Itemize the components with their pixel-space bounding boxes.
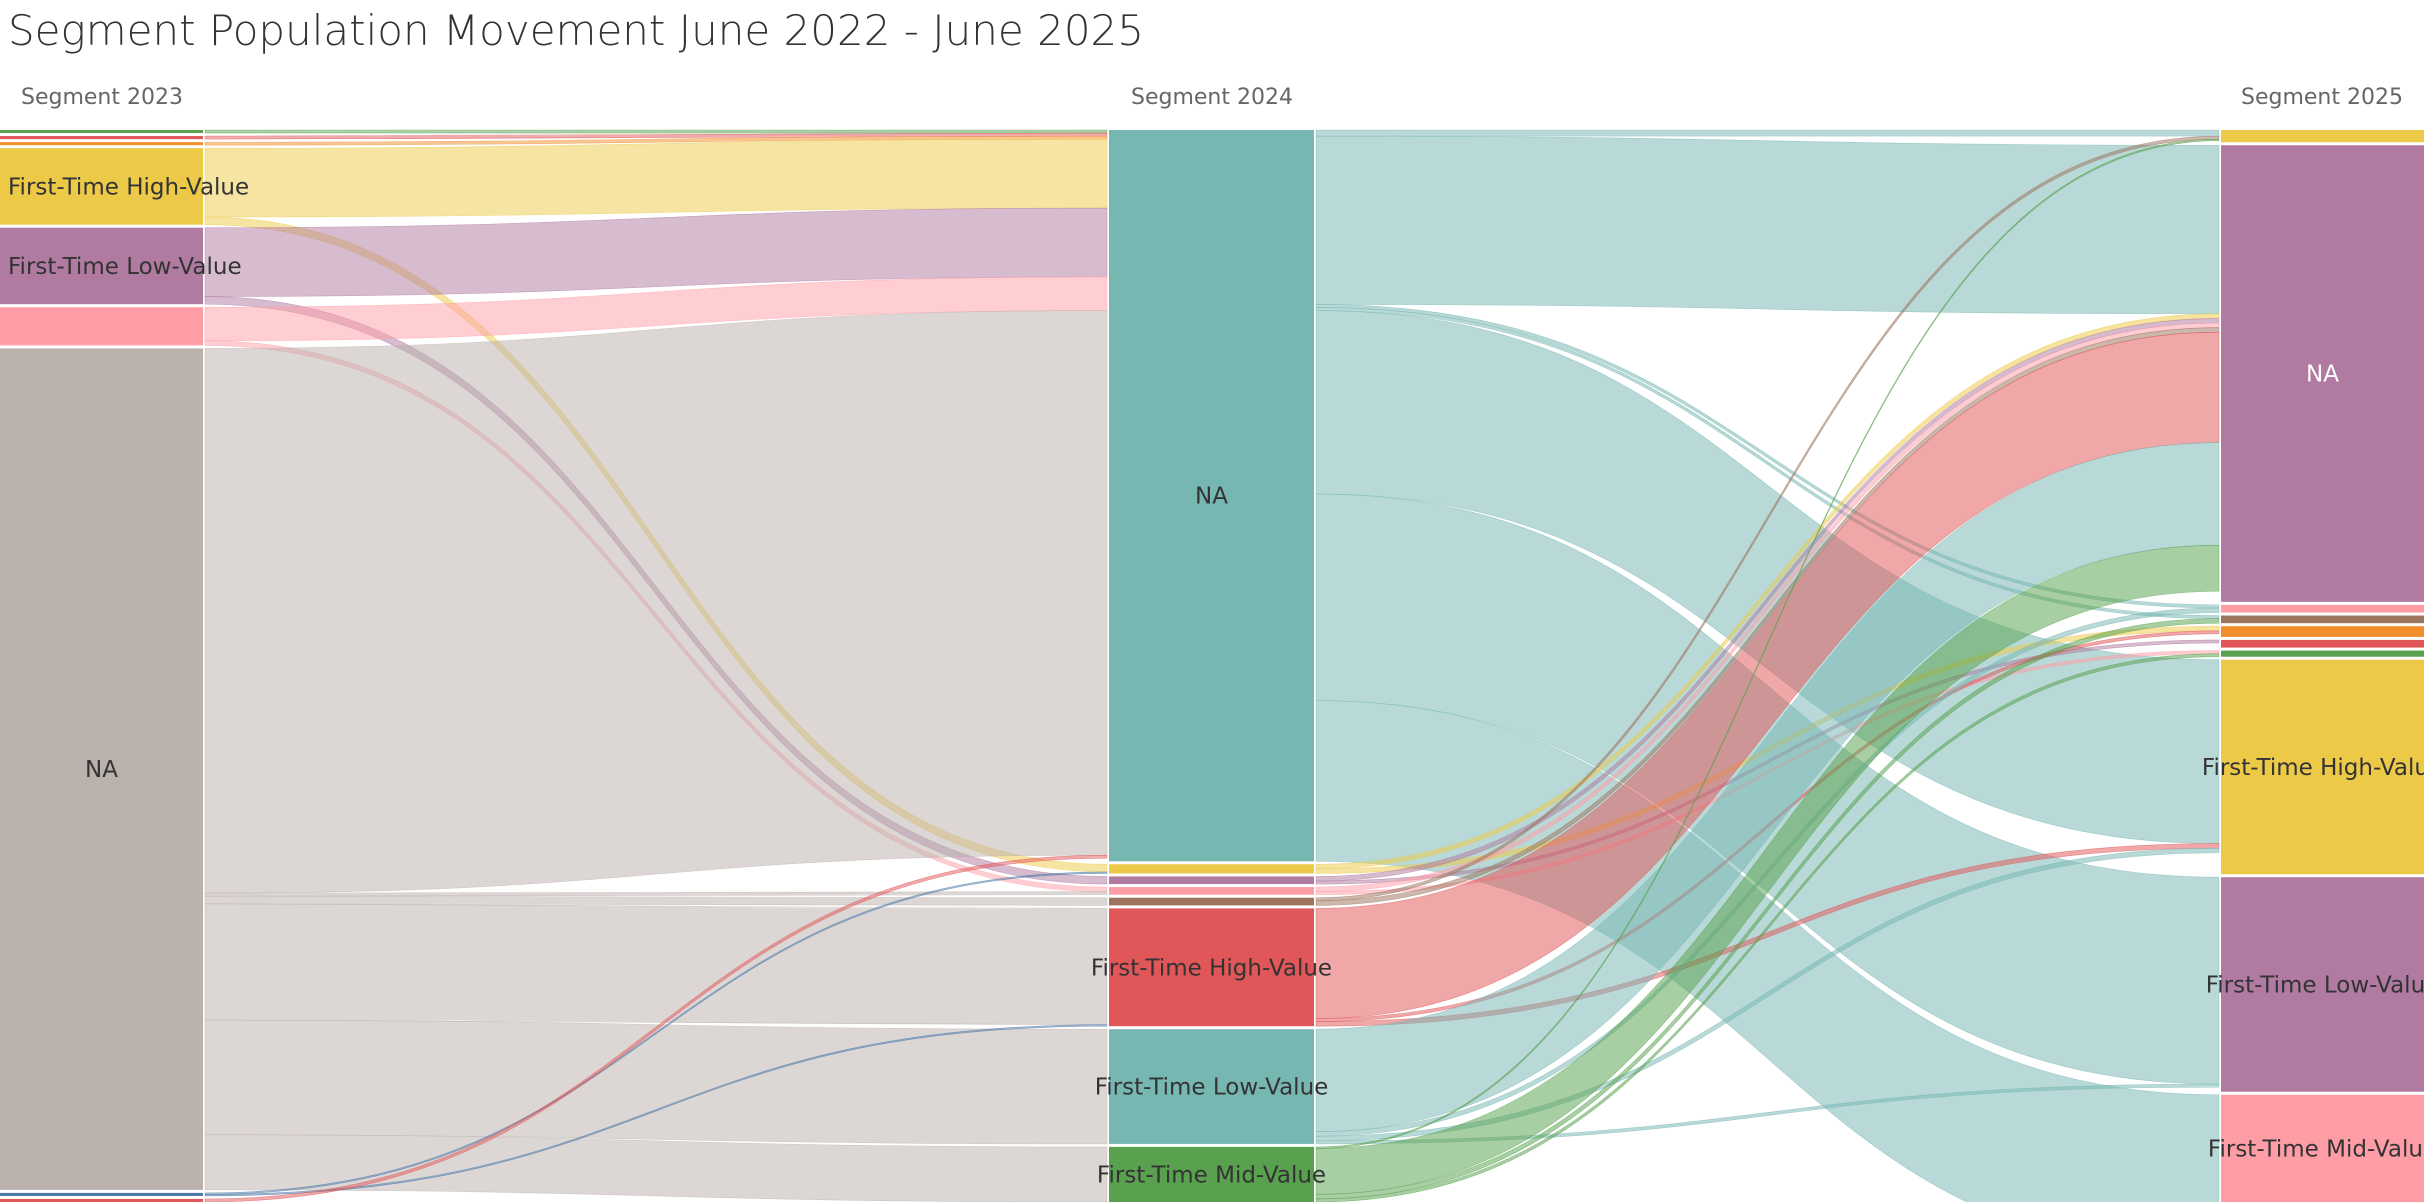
node-label-s25_fthv: First-Time High-Value <box>2202 755 2424 781</box>
node-s24_ftmv[interactable] <box>1109 1146 1314 1202</box>
flow-link-s24_ftmv-to-s25_m2[interactable] <box>1315 618 2220 1200</box>
node-label-s23_ftlv: First-Time Low-Value <box>8 254 242 280</box>
node-label-s23_fthv: First-Time High-Value <box>8 174 249 200</box>
node-label-s25_ftmv: First-Time Mid-Value <box>2208 1136 2424 1162</box>
node-s23_top1[interactable] <box>0 130 203 134</box>
node-label-s25_na: NA <box>2306 362 2339 388</box>
flow-link-s24_ftlv-to-s25_ftlv[interactable] <box>1315 1083 2220 1145</box>
node-label-s24_ftmv: First-Time Mid-Value <box>1097 1162 1326 1188</box>
node-s25_m3[interactable] <box>2221 626 2424 637</box>
node-s23_bot1[interactable] <box>0 1192 203 1196</box>
flow-link-s24_ftmv-to-s25_na[interactable] <box>1315 544 2220 1195</box>
node-s24_m4[interactable] <box>1109 897 1314 906</box>
node-label-s25_ftlv: First-Time Low-Value <box>2206 972 2424 998</box>
column-header-2: Segment 2024 <box>1131 85 1293 110</box>
node-s24_m2[interactable] <box>1109 876 1314 885</box>
node-s23_ftmv[interactable] <box>0 307 203 346</box>
node-label-s24_ftlv: First-Time Low-Value <box>1095 1075 1329 1101</box>
node-s24_ftlv[interactable] <box>1109 1029 1314 1144</box>
flow-link-s23_na-to-s24_m4[interactable] <box>204 895 1108 906</box>
headers-layer: Segment 2023 Segment 2024 Segment 2025 <box>21 85 2403 110</box>
flow-link-s23_na-to-s24_ftmv[interactable] <box>204 1134 1108 1202</box>
node-s23_fthv[interactable] <box>0 148 203 225</box>
node-label-s24_na: NA <box>1195 484 1228 510</box>
links-layer <box>204 129 2220 1202</box>
node-s24_fthv[interactable] <box>1109 908 1314 1027</box>
nodes-layer <box>0 130 2424 1202</box>
flow-link-s24_ftmv-to-s25_t1[interactable] <box>1315 138 2220 1149</box>
flow-link-s23_bot1-to-s24_fthv[interactable] <box>204 1024 1108 1197</box>
chart-title: Segment Population Movement June 2022 - … <box>8 6 1144 55</box>
node-s25_ftmv[interactable] <box>2221 1094 2424 1202</box>
flow-link-s23_bot2-to-s24_na[interactable] <box>204 854 1108 1202</box>
labels-layer: First-Time High-Value First-Time Low-Valu… <box>8 174 2424 1188</box>
column-header-3: Segment 2025 <box>2241 85 2403 110</box>
node-s23_bot2[interactable] <box>0 1198 203 1202</box>
node-s23_top2[interactable] <box>0 136 203 140</box>
node-s25_t1[interactable] <box>2221 130 2424 143</box>
flow-link-s23_na-to-s24_m3[interactable] <box>204 891 1108 897</box>
node-label-s24_fthv: First-Time High-Value <box>1091 955 1332 981</box>
node-s23_ftlv[interactable] <box>0 227 203 305</box>
node-s25_fthv[interactable] <box>2221 659 2424 875</box>
node-s24_na[interactable] <box>1109 130 1314 862</box>
node-s25_m5[interactable] <box>2221 650 2424 657</box>
node-s25_m4[interactable] <box>2221 639 2424 648</box>
flow-link-s23_fthv-to-s24_na[interactable] <box>204 138 1108 218</box>
node-s25_na[interactable] <box>2221 145 2424 602</box>
flow-link-s23_na-to-s24_ftlv[interactable] <box>204 1019 1108 1145</box>
flow-link-s23_top1-to-s24_na[interactable] <box>204 129 1108 134</box>
node-s23_na[interactable] <box>0 348 203 1190</box>
flow-link-s24_ftlv-to-s25_fthv[interactable] <box>1315 847 2220 1142</box>
flow-link-s23_na-to-s24_na[interactable] <box>204 310 1108 894</box>
flow-link-s24_ftmv-to-s25_m5[interactable] <box>1315 653 2220 1202</box>
node-s25_m2[interactable] <box>2221 615 2424 624</box>
node-s25_ftlv[interactable] <box>2221 877 2424 1092</box>
node-s25_m1[interactable] <box>2221 604 2424 613</box>
node-s23_top3[interactable] <box>0 142 203 146</box>
node-label-s23_na: NA <box>85 757 118 783</box>
node-s24_m1[interactable] <box>1109 864 1314 874</box>
node-s24_m3[interactable] <box>1109 887 1314 895</box>
flow-link-s24_na-to-s25_t1[interactable] <box>1315 129 2220 137</box>
flow-link-s23_na-to-s24_fthv[interactable] <box>204 903 1108 1025</box>
column-header-1: Segment 2023 <box>21 85 183 110</box>
